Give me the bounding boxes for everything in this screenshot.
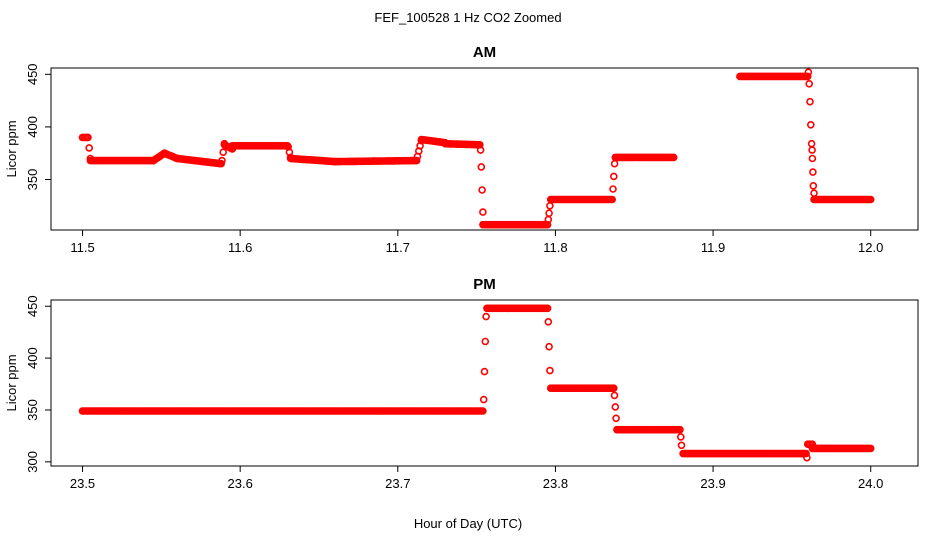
y-axis-label: Licor ppm xyxy=(4,120,19,177)
data-point xyxy=(807,139,816,148)
data-point xyxy=(808,154,817,163)
data-point xyxy=(478,186,486,194)
panel-pm: PM Licor ppm 23.5 23.6 23.7 23.8 23.9 24.0 300 35… xyxy=(4,276,919,491)
y-axis-label: Licor ppm xyxy=(4,354,19,411)
data-point xyxy=(866,195,875,204)
plot-frame xyxy=(50,67,919,231)
data-point xyxy=(84,133,92,142)
data-point xyxy=(609,384,618,393)
x-axis-label: Hour of Day (UTC) xyxy=(414,516,522,531)
data-point xyxy=(810,189,818,197)
x-tick-label: 11.8 xyxy=(543,240,567,255)
data-point xyxy=(809,168,817,176)
data-point xyxy=(546,202,554,210)
x-tick-label: 23.6 xyxy=(228,476,253,491)
data-points xyxy=(78,304,875,462)
data-point xyxy=(609,172,618,181)
data-point xyxy=(611,403,620,411)
x-tick-label: 23.7 xyxy=(385,476,410,491)
data-point xyxy=(476,146,485,154)
data-point xyxy=(803,453,811,462)
data-point xyxy=(543,304,552,313)
data-point xyxy=(610,159,619,168)
figure-title: FEF_100528 1 Hz CO2 Zoomed xyxy=(374,10,561,25)
y-tick-label: 350 xyxy=(25,399,40,421)
data-point xyxy=(217,159,225,168)
y-tick-label: 300 xyxy=(25,451,40,473)
data-point xyxy=(545,342,553,351)
data-point xyxy=(544,317,553,326)
data-point xyxy=(479,208,487,216)
data-point xyxy=(479,395,488,404)
y-tick-label: 450 xyxy=(25,295,40,317)
x-tick-label: 11.9 xyxy=(701,240,725,255)
data-point xyxy=(805,80,814,88)
plot-frame xyxy=(50,299,919,467)
data-point xyxy=(412,156,421,165)
data-point xyxy=(219,148,227,156)
data-point xyxy=(85,144,93,152)
data-point xyxy=(804,68,813,76)
x-tick-label: 11.5 xyxy=(70,240,94,255)
data-point xyxy=(609,185,617,193)
data-point xyxy=(218,156,226,165)
data-point xyxy=(669,153,678,162)
y-tick-label: 400 xyxy=(25,116,40,138)
x-tick-label: 23.8 xyxy=(543,476,568,491)
x-tick-label: 23.9 xyxy=(700,476,725,491)
x-tick-label: 12.0 xyxy=(858,240,883,255)
data-point xyxy=(676,433,685,441)
data-point xyxy=(545,209,553,217)
data-point xyxy=(803,72,812,81)
x-tick-label: 11.6 xyxy=(228,240,252,255)
data-point xyxy=(482,312,490,321)
data-point xyxy=(806,121,815,129)
panel-title: PM xyxy=(473,276,496,293)
data-point xyxy=(546,366,554,375)
data-point xyxy=(612,414,620,423)
y-tick-label: 400 xyxy=(25,347,40,369)
x-tick-label: 24.0 xyxy=(858,476,883,491)
data-point xyxy=(802,449,810,458)
data-point xyxy=(480,367,489,376)
data-point xyxy=(479,407,487,415)
data-point xyxy=(806,97,814,106)
data-point xyxy=(610,391,619,400)
data-point xyxy=(477,163,486,171)
panel-title: AM xyxy=(473,44,496,61)
panel-am: AM Licor ppm 11.5 11.6 11.7 11.8 11.9 12.0 350 40… xyxy=(4,44,919,255)
x-tick-label: 23.5 xyxy=(70,476,95,491)
data-point xyxy=(808,146,816,154)
x-tick-label: 11.7 xyxy=(386,240,410,255)
data-point xyxy=(608,195,617,204)
data-point xyxy=(676,425,684,434)
data-point xyxy=(481,337,490,346)
data-point xyxy=(677,441,686,450)
data-point xyxy=(809,182,818,190)
y-tick-label: 450 xyxy=(25,63,40,85)
data-points xyxy=(78,68,875,229)
data-point xyxy=(866,444,875,453)
y-tick-label: 350 xyxy=(25,169,40,191)
